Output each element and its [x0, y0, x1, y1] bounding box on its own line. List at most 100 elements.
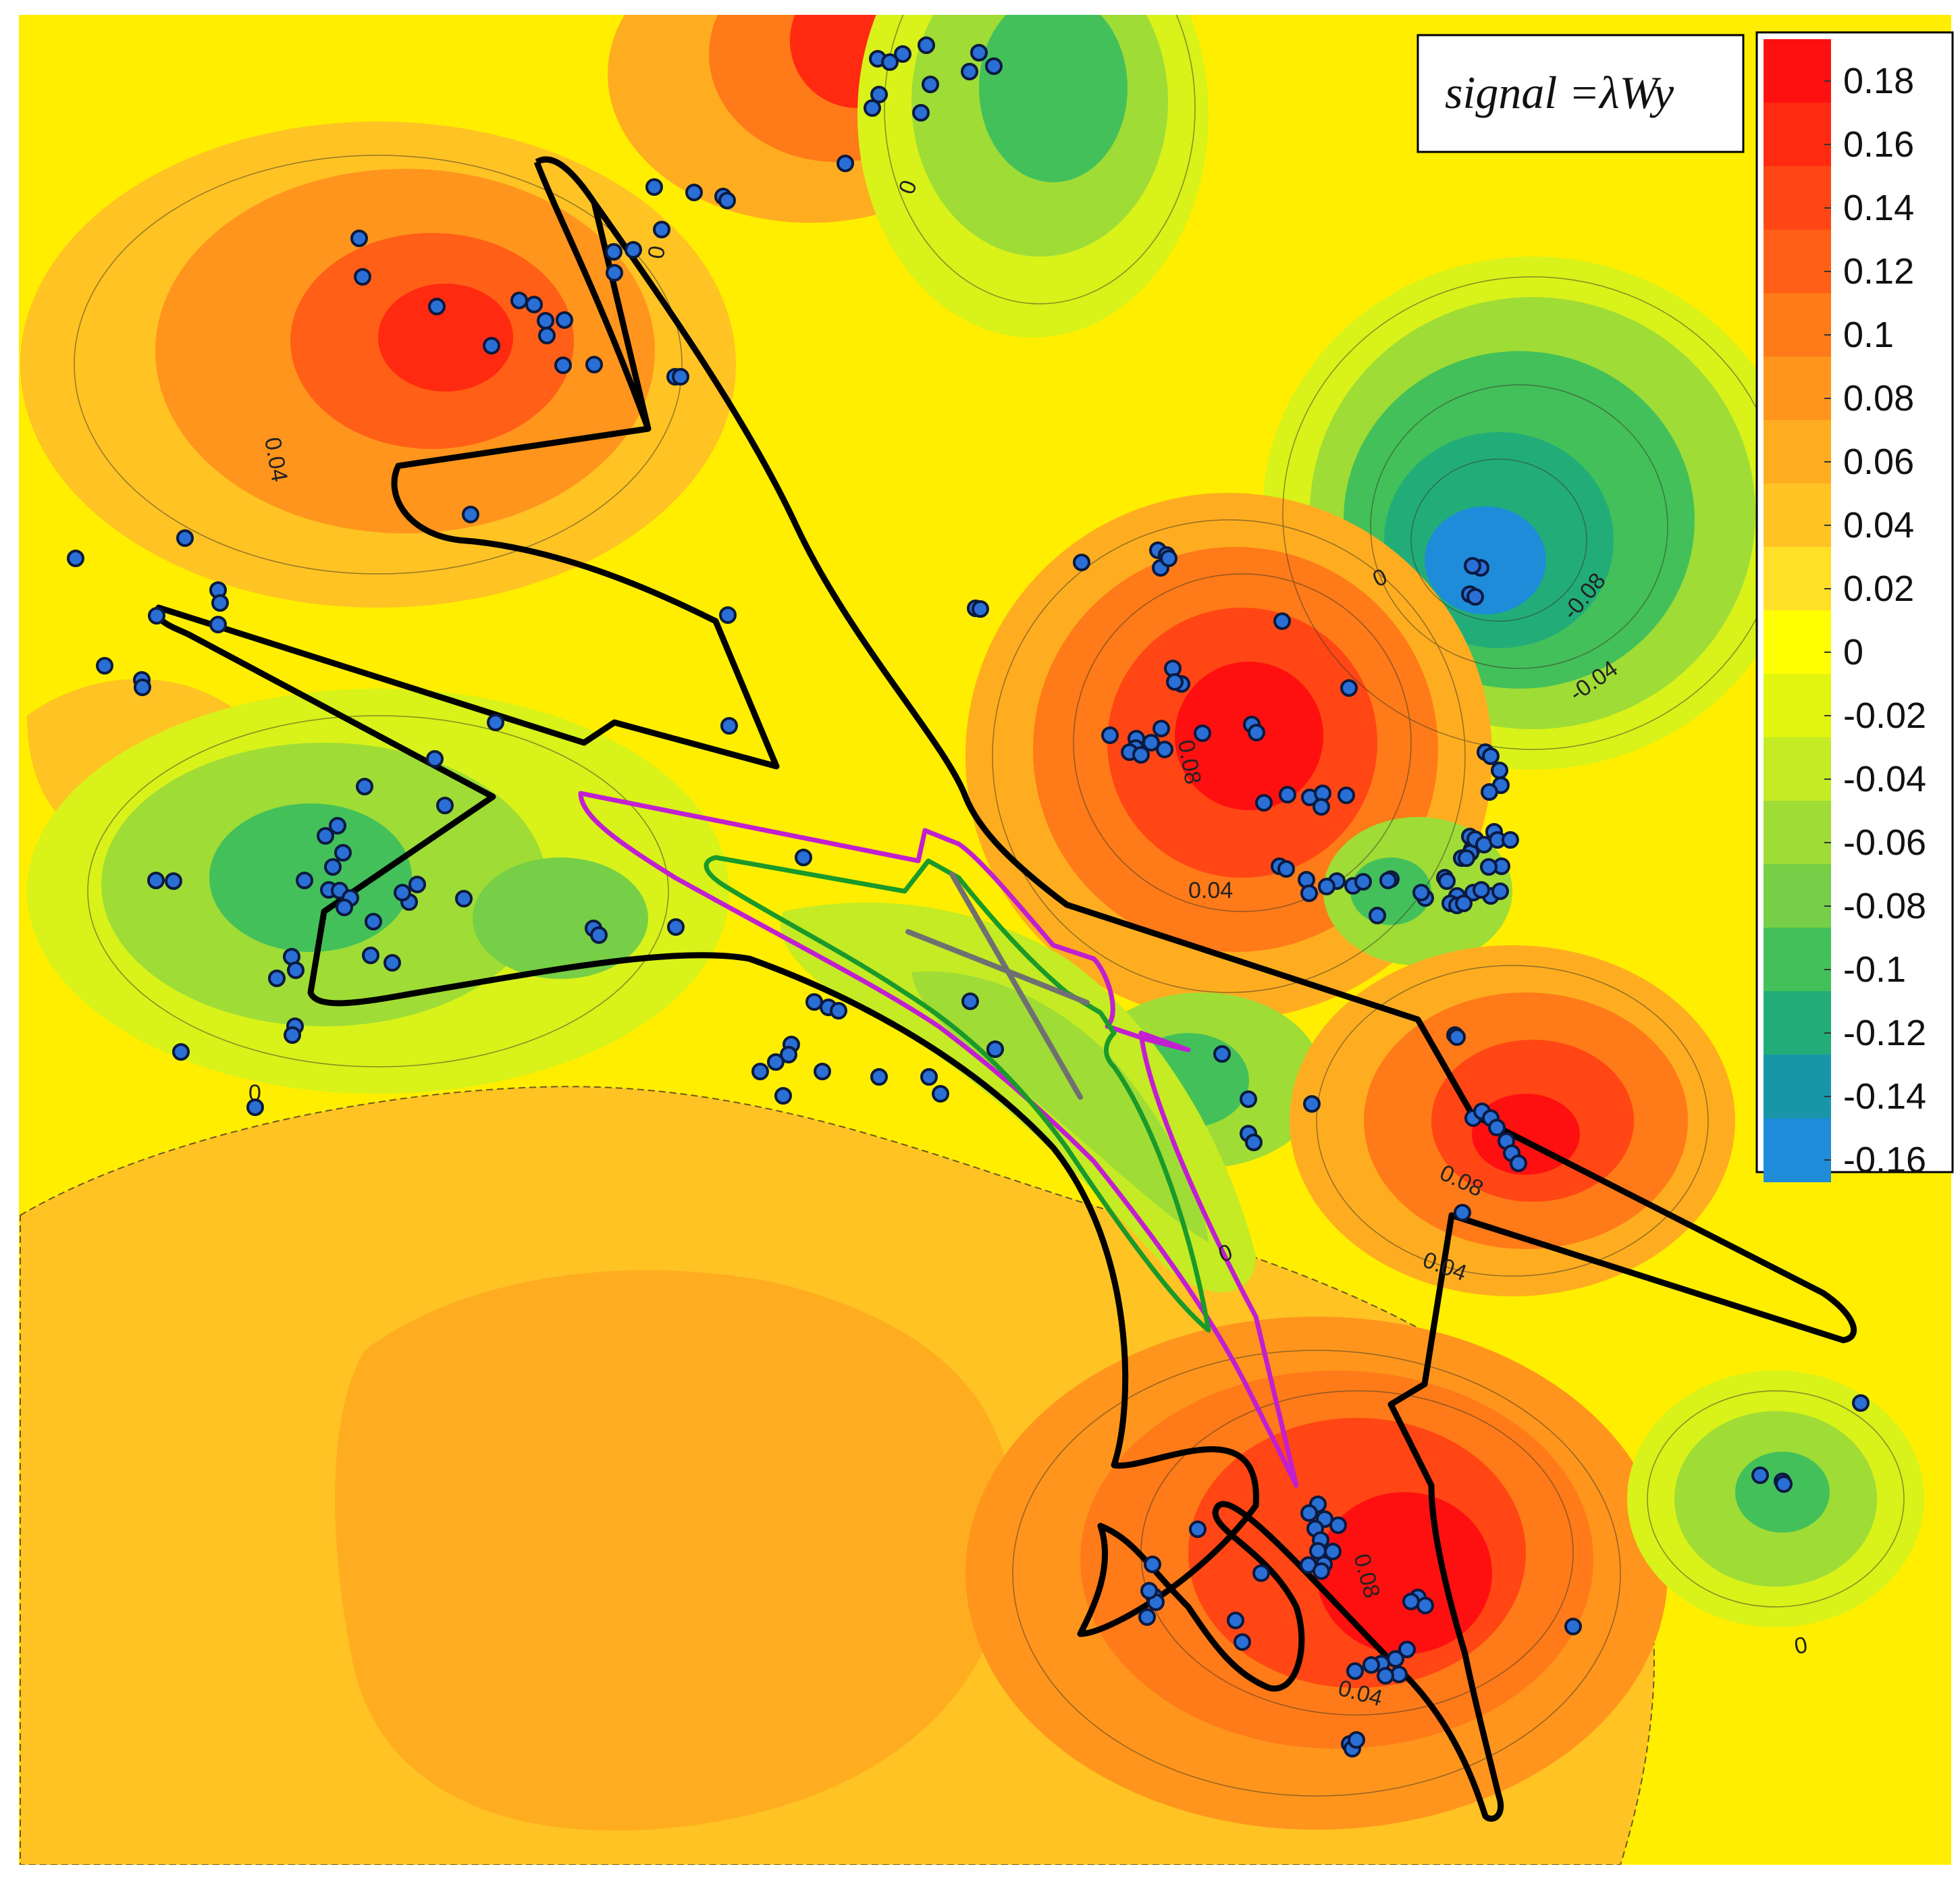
colorbar-tick-label: 0.12	[1843, 251, 1914, 292]
magenta-outline	[578, 791, 1299, 1488]
observation-point	[1473, 881, 1490, 899]
observation-point	[1153, 720, 1170, 737]
colorbar-swatch	[1764, 166, 1831, 230]
observation-point	[1491, 762, 1508, 779]
observation-point	[1318, 878, 1335, 895]
observation-point	[1252, 1564, 1270, 1582]
observation-point	[246, 1099, 264, 1116]
observation-point	[1458, 849, 1475, 867]
observation-point	[176, 529, 194, 547]
colorbar-swatch	[1764, 1055, 1831, 1119]
contour-label: 0.04	[1188, 878, 1233, 903]
observation-point	[1313, 798, 1330, 816]
observation-point	[1255, 794, 1273, 812]
observation-point	[1156, 741, 1173, 758]
observation-point	[961, 63, 978, 80]
observation-point	[585, 356, 603, 373]
colorbar-swatch	[1764, 293, 1831, 357]
observation-point	[436, 797, 454, 814]
observation-point	[428, 298, 446, 315]
observation-point	[864, 99, 881, 117]
observation-point	[1454, 1204, 1471, 1221]
observation-point	[165, 872, 182, 890]
observation-point	[147, 872, 165, 889]
observation-point	[780, 1046, 797, 1063]
observation-point	[1481, 783, 1498, 801]
colorbar-tick-label: 0.02	[1843, 568, 1914, 609]
observation-point	[487, 714, 504, 731]
observation-point	[211, 594, 229, 612]
observation-point	[1189, 1520, 1207, 1538]
observation-point	[645, 178, 663, 196]
colorbar-swatch	[1764, 801, 1831, 865]
observation-point	[894, 45, 911, 63]
observation-point	[1329, 1516, 1347, 1534]
observation-point	[483, 337, 500, 354]
observation-point	[1313, 1562, 1330, 1580]
gray-x-marker	[905, 872, 1090, 1100]
observation-point	[774, 1087, 792, 1105]
observation-point	[1300, 884, 1318, 902]
observation-point	[751, 1063, 769, 1080]
observation-point	[329, 817, 346, 835]
observation-point	[1234, 1633, 1251, 1651]
observation-point	[719, 606, 737, 624]
colorbar-swatch	[1764, 483, 1831, 548]
observation-point	[394, 884, 411, 901]
observation-point	[354, 268, 371, 286]
observation-point	[1488, 1119, 1506, 1136]
observation-point	[1213, 1045, 1231, 1063]
observation-point	[986, 1040, 1004, 1058]
colorbar-tick-label: 0.1	[1843, 315, 1894, 355]
observation-point	[525, 296, 543, 313]
observation-point	[1073, 554, 1090, 571]
observation-point	[795, 849, 812, 866]
observation-point	[1480, 858, 1498, 876]
observation-point	[605, 243, 623, 261]
observation-point	[356, 778, 373, 795]
observation-point	[538, 327, 556, 344]
observation-point	[1455, 895, 1473, 912]
observation-point	[209, 616, 227, 633]
observation-point	[985, 57, 1003, 75]
observation-point	[1348, 1731, 1365, 1749]
observation-point	[1564, 1618, 1582, 1635]
observation-point	[970, 44, 988, 61]
observation-point	[972, 600, 989, 618]
observation-point	[96, 657, 113, 674]
observation-point	[324, 858, 342, 876]
observation-point	[350, 230, 368, 247]
observation-point	[134, 679, 151, 696]
observation-point	[1337, 787, 1355, 804]
observation-point	[455, 890, 473, 907]
observation-point	[918, 36, 935, 54]
observation-point	[1379, 872, 1397, 889]
observation-point	[510, 292, 528, 309]
observation-point	[1346, 1662, 1364, 1680]
colorbar-tick-label: 0.08	[1843, 378, 1914, 419]
colorbar-swatch	[1764, 420, 1831, 484]
observation-point	[1502, 831, 1519, 849]
observation-point	[590, 926, 608, 944]
field-region-south-inner	[335, 1270, 1013, 1831]
colorbar-swatches	[1764, 39, 1831, 1182]
observation-point	[1354, 873, 1372, 891]
observation-point	[1402, 1593, 1420, 1610]
observation-point	[1248, 724, 1265, 741]
colorbar-tick-label: 0.16	[1843, 124, 1914, 165]
colorbar-tick-label: 0	[1843, 632, 1863, 672]
observation-point	[1362, 1656, 1380, 1674]
observation-point	[920, 1068, 938, 1086]
observation-point	[1245, 1134, 1263, 1151]
observation-point	[1142, 734, 1160, 751]
observation-point	[284, 1026, 301, 1044]
colorbar-swatch	[1764, 610, 1831, 674]
observation-point	[1227, 1612, 1244, 1629]
observation-point	[148, 607, 165, 625]
field-blob-ne-5	[1425, 506, 1546, 614]
observation-point	[1300, 1504, 1318, 1522]
observation-point	[837, 155, 854, 172]
colorbar-tick-label: -0.1	[1843, 949, 1906, 990]
observation-point	[625, 241, 642, 259]
colorbar-tick-label: -0.08	[1843, 886, 1926, 926]
